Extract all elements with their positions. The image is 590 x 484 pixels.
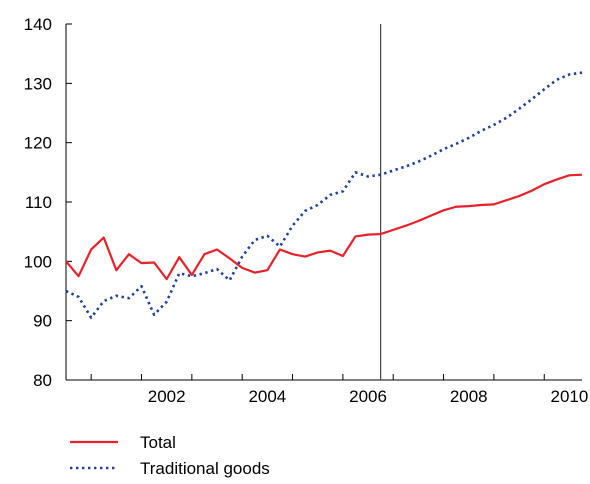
plot-area [65,24,583,380]
legend: Total Traditional goods [70,433,270,478]
series-line-traditional-goods [65,71,583,319]
y-tick-label: 140 [24,15,52,34]
x-tick-label: 2008 [450,387,488,406]
legend-label-total: Total [140,433,176,452]
y-tick-label: 80 [33,371,52,390]
x-axis: 2002 2004 2006 2008 2010 [66,374,588,406]
legend-label-traditional-goods: Traditional goods [140,459,270,478]
y-axis: 80 90 100 110 120 130 140 [24,15,72,390]
x-tick-label: 2006 [349,387,387,406]
x-tick-label: 2004 [248,387,286,406]
series-line-total [65,173,583,281]
y-tick-label: 120 [24,134,52,153]
y-tick-label: 130 [24,74,52,93]
y-tick-label: 90 [33,312,52,331]
x-tick-label: 2002 [148,387,186,406]
y-tick-label: 110 [25,193,52,212]
x-tick-label: 2010 [551,387,589,406]
y-tick-label: 100 [24,252,52,271]
